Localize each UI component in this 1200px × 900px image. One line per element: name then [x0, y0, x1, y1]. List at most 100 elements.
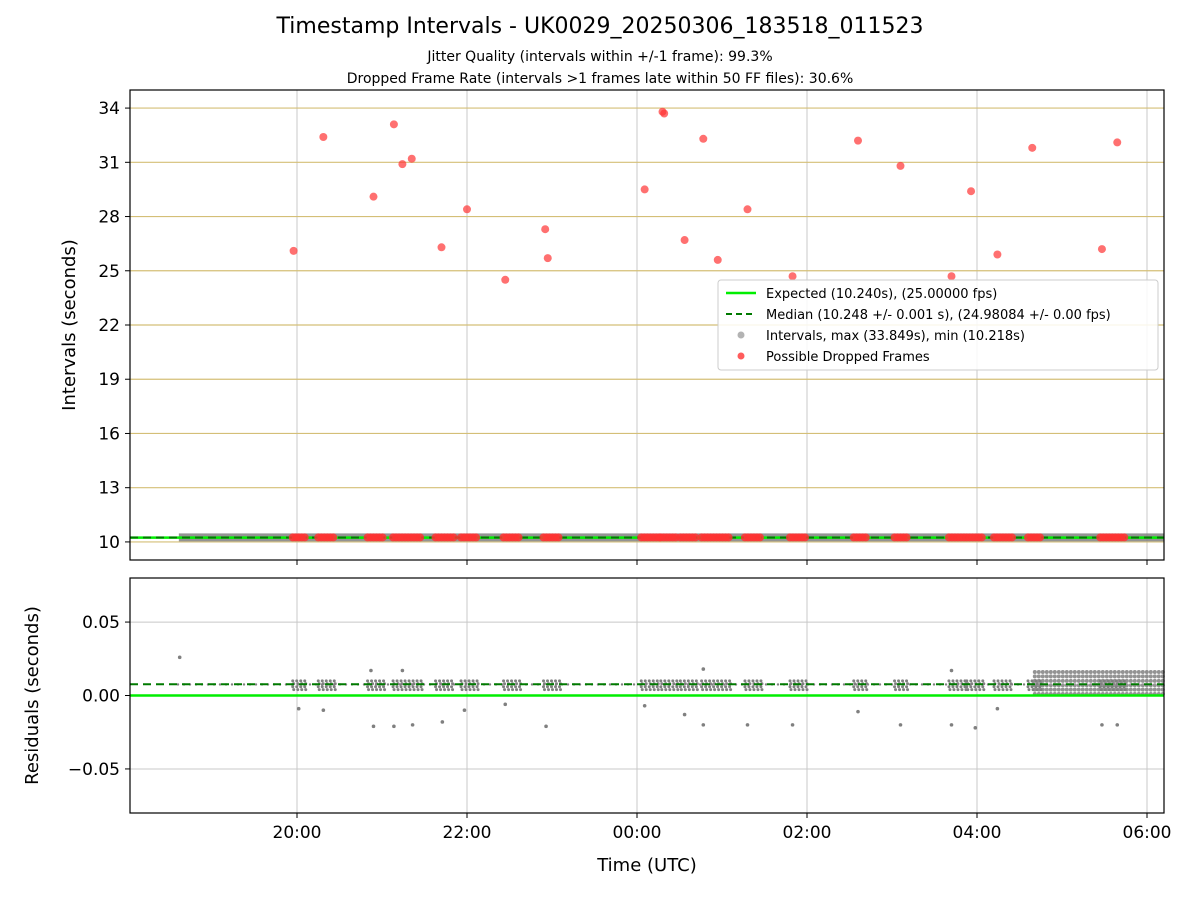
- bottom-residual-cluster-6: [502, 685, 506, 689]
- top-dropped-low-6: [514, 533, 523, 542]
- bottom-residual-dense: [1112, 678, 1117, 683]
- bottom-residual-dense: [1104, 687, 1109, 692]
- bottom-residual-base: [842, 683, 846, 686]
- bottom-residual-dense: [1088, 670, 1093, 674]
- legend-label-1: Median (10.248 +/- 0.001 s), (24.98084 +…: [766, 308, 1111, 323]
- bottom-residual-cluster-0: [303, 685, 307, 689]
- top-dropped-low-19: [1036, 533, 1044, 542]
- top-dropped-low-2: [378, 533, 387, 542]
- bottom-residual-dense: [1068, 670, 1073, 674]
- bottom-residual-cluster-1: [328, 685, 332, 689]
- x-tick-label-1: 22:00: [443, 823, 492, 843]
- bottom-residual-outlier-15: [701, 667, 706, 671]
- bottom-residual-dense: [1156, 670, 1161, 674]
- bottom-residual-dense: [1108, 670, 1113, 674]
- bottom-residual-cluster-7: [542, 685, 545, 689]
- top-ytick-label-31: 31: [98, 153, 120, 173]
- bottom-residual-cluster-4: [450, 679, 454, 683]
- bottom-residual-cluster-5: [475, 679, 479, 683]
- bottom-residual-cluster-8: [656, 688, 660, 692]
- bottom-residual-cluster-18: [1008, 679, 1012, 683]
- bottom-residual-dense: [1152, 687, 1157, 692]
- bottom-residual-cluster-6: [502, 679, 506, 683]
- bottom-residual-cluster-10: [682, 685, 686, 689]
- bottom-residual-base: [764, 683, 768, 686]
- top-ytick-label-10: 10: [98, 533, 120, 553]
- legend-label-0: Expected (10.240s), (25.00000 fps): [766, 287, 997, 302]
- bottom-residual-cluster-5: [464, 688, 468, 692]
- bottom-residual-dense: [1104, 678, 1109, 683]
- bottom-residual-outlier-2: [321, 708, 326, 712]
- top-frame: [129, 89, 1165, 561]
- bottom-residual-dense: [1140, 683, 1145, 688]
- bottom-residual-dense: [1072, 687, 1077, 692]
- bottom-residual-cluster-12: [759, 685, 763, 689]
- bottom-residual-cluster-11: [709, 688, 713, 692]
- bottom-residual-dense: [1060, 678, 1065, 683]
- bottom-residual-cluster-9: [675, 679, 679, 683]
- bottom-residual-dense: [1064, 674, 1069, 679]
- bottom-residual-cluster-19: [1027, 688, 1031, 692]
- bottom-residual-cluster-13: [801, 688, 805, 692]
- bottom-residual-dense: [1036, 670, 1041, 674]
- bottom-residual-dense: [1116, 678, 1121, 683]
- bottom-residual-outlier-22: [973, 726, 978, 730]
- bottom-residual-cluster-3: [407, 679, 411, 683]
- bottom-residual-cluster-18: [992, 685, 996, 689]
- bottom-residual-dense: [1052, 678, 1057, 683]
- top-dropped-low-7: [554, 533, 563, 542]
- bottom-residual-base: [644, 683, 648, 686]
- bottom-residual-cluster-16: [947, 685, 951, 689]
- bottom-residual-cluster-3: [391, 679, 395, 683]
- bottom-residual-cluster-2: [366, 685, 370, 689]
- top-ytick-label-19: 19: [98, 370, 120, 390]
- bottom-residual-dense: [1124, 670, 1129, 674]
- bottom-residual-cluster-13: [788, 685, 792, 689]
- bottom-residual-cluster-15: [893, 685, 897, 689]
- legend-swatch-dropped: [737, 352, 745, 360]
- bottom-residual-dense: [1152, 683, 1157, 688]
- bottom-residual-cluster-15: [894, 688, 898, 692]
- bottom-residual-cluster-7: [550, 679, 553, 683]
- bottom-residual-cluster-8: [652, 688, 656, 692]
- bottom-residual-cluster-4: [439, 688, 443, 692]
- top-dropped-point-6: [437, 243, 446, 252]
- bottom-residual-cluster-15: [901, 685, 905, 689]
- bottom-residual-cluster-5: [475, 685, 479, 689]
- bottom-residual-dense: [1080, 674, 1085, 679]
- bottom-residual-cluster-4: [435, 688, 439, 692]
- bottom-residual-cluster-13: [805, 688, 809, 692]
- bottom-residual-cluster-6: [503, 682, 507, 686]
- bottom-residual-dense: [1036, 674, 1041, 679]
- bottom-residual-cluster-7: [547, 688, 550, 692]
- bottom-residual-cluster-18: [997, 688, 1001, 692]
- bottom-residual-cluster-16: [948, 688, 952, 692]
- top-dropped-point-23: [993, 250, 1002, 259]
- bottom-residual-cluster-10: [694, 679, 698, 683]
- bottom-residual-cluster-1: [332, 679, 336, 683]
- top-dropped-point-21: [947, 272, 956, 281]
- bottom-residual-dense: [1052, 670, 1057, 674]
- bottom-residual-cluster-17: [970, 688, 974, 692]
- bottom-residual-outlier-17: [790, 723, 795, 727]
- bottom-residual-base: [296, 683, 300, 686]
- bottom-residual-dense: [1144, 687, 1149, 692]
- bottom-residual-dense: [1132, 674, 1137, 679]
- bottom-residual-cluster-13: [792, 685, 796, 689]
- top-dropped-point-24: [1028, 143, 1037, 152]
- bottom-residual-cluster-13: [796, 685, 800, 689]
- bottom-residual-cluster-18: [1004, 679, 1008, 683]
- bottom-residual-dense: [1084, 670, 1089, 674]
- bottom-residual-cluster-5: [468, 688, 472, 692]
- bottom-residual-cluster-3: [391, 685, 395, 689]
- bottom-residual-cluster-17: [974, 688, 978, 692]
- bottom-residual-cluster-11: [729, 688, 733, 692]
- bottom-residual-cluster-6: [514, 685, 518, 689]
- top-dropped-low-14: [861, 533, 870, 542]
- bottom-residual-cluster-6: [510, 679, 514, 683]
- bottom-residual-cluster-16: [955, 685, 959, 689]
- bottom-residual-cluster-18: [996, 679, 1000, 683]
- bottom-residual-base: [308, 683, 312, 686]
- bottom-residual-dense: [1048, 678, 1053, 683]
- bottom-residual-cluster-10: [683, 688, 687, 692]
